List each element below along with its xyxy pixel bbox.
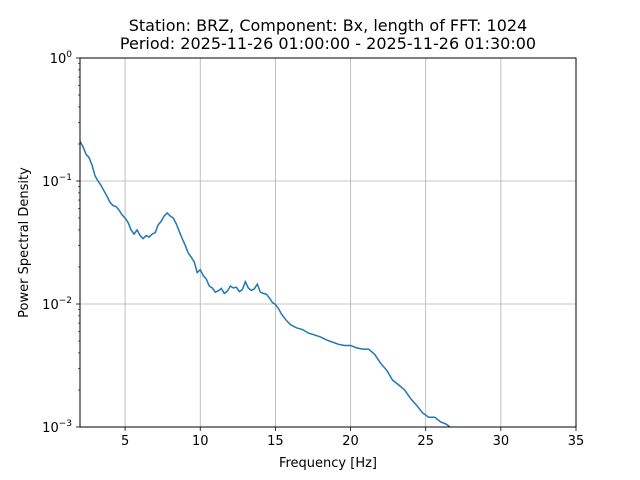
chart-title-line1: Station: BRZ, Component: Bx, length of F… [129,16,528,35]
x-tick-label: 5 [121,434,129,449]
y-tick-label: 10−3 [42,419,72,436]
plot-frame [79,57,577,428]
x-axis-label: Frequency [Hz] [279,456,377,471]
psd-series-line [80,141,451,427]
chart-title-line2: Period: 2025-11-26 01:00:00 - 2025-11-26… [120,34,536,53]
y-axis-label: Power Spectral Density [17,167,32,318]
y-tick-label: 10−2 [42,296,72,313]
y-axis-ticks: 10−3 10−2 10−1 100 [42,50,80,436]
x-tick-label: 15 [267,434,284,449]
x-tick-label: 20 [342,434,359,449]
x-tick-label: 25 [417,434,434,449]
grid [80,57,577,428]
y-tick-label: 10−1 [42,173,72,190]
x-axis-ticks: 5 10 15 20 25 30 35 [121,427,584,449]
x-tick-label: 10 [192,434,209,449]
x-tick-label: 35 [568,434,585,449]
x-tick-label: 30 [493,434,510,449]
plot-area [80,141,451,427]
y-tick-label: 100 [50,50,73,67]
